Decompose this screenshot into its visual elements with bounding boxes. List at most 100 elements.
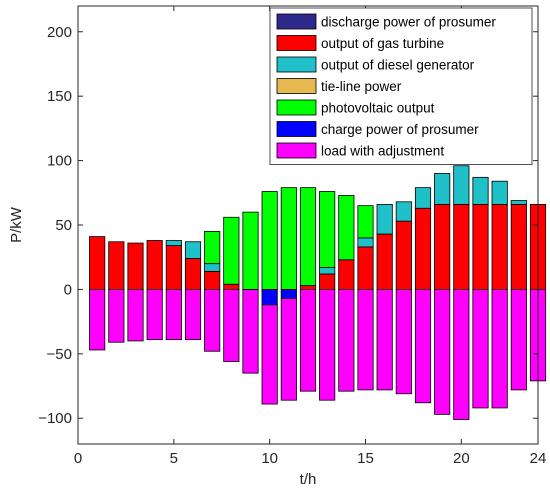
y-axis: −100 −50 0 50 100 150 200 bbox=[38, 24, 538, 427]
legend-label-tie-line-power: tie-line power bbox=[321, 79, 402, 94]
legend-swatch-discharge-power-of-prosumer bbox=[276, 13, 317, 30]
bar-load-with-adjustment-3 bbox=[127, 289, 144, 342]
bar-output-of-gas-turbine-21 bbox=[472, 203, 489, 290]
legend: discharge power of prosumer output of gas… bbox=[269, 7, 533, 165]
bar-output-of-diesel-generator-20 bbox=[453, 165, 470, 205]
legend-swatch-output-of-diesel-generator bbox=[276, 56, 317, 73]
bar-photovoltaic-output-8 bbox=[223, 216, 240, 285]
bar-output-of-diesel-generator-23 bbox=[510, 200, 527, 205]
bar-load-with-adjustment-22 bbox=[491, 289, 508, 409]
legend-label-photovoltaic-output: photovoltaic output bbox=[321, 101, 435, 116]
legend-swatch-photovoltaic-output bbox=[276, 99, 317, 116]
y-tick-label: 50 bbox=[55, 217, 72, 234]
x-tick-label: 20 bbox=[453, 450, 470, 467]
bar-load-with-adjustment-12 bbox=[299, 289, 317, 392]
x-tick-label: 15 bbox=[357, 450, 374, 467]
bar-output-of-diesel-generator-22 bbox=[491, 180, 508, 205]
bar-output-of-gas-turbine-15 bbox=[357, 246, 374, 290]
bar-output-of-gas-turbine-2 bbox=[108, 241, 125, 290]
bar-photovoltaic-output-12 bbox=[299, 187, 317, 286]
bar-load-with-adjustment-6 bbox=[184, 289, 202, 341]
bar-output-of-gas-turbine-23 bbox=[510, 203, 527, 290]
legend-label-output-of-gas-turbine: output of gas turbine bbox=[321, 36, 444, 51]
bar-load-with-adjustment-4 bbox=[146, 289, 163, 341]
bar-output-of-diesel-generator-7 bbox=[204, 263, 221, 272]
bar-load-with-adjustment-19 bbox=[434, 289, 451, 415]
x-tick-label: 24 bbox=[530, 450, 547, 467]
bar-output-of-gas-turbine-19 bbox=[434, 203, 451, 290]
bar-output-of-gas-turbine-8 bbox=[223, 283, 240, 290]
bar-load-with-adjustment-1 bbox=[89, 289, 106, 351]
bar-output-of-diesel-generator-21 bbox=[472, 176, 489, 205]
legend-swatch-tie-line-power bbox=[276, 78, 317, 94]
bar-output-of-diesel-generator-16 bbox=[376, 203, 393, 235]
bar-load-with-adjustment-5 bbox=[165, 289, 182, 341]
bar-load-with-adjustment-10 bbox=[261, 304, 278, 405]
bar-output-of-gas-turbine-7 bbox=[204, 270, 221, 290]
y-tick-label: 0 bbox=[64, 281, 72, 298]
bar-photovoltaic-output-11 bbox=[280, 187, 297, 290]
bar-output-of-diesel-generator-15 bbox=[357, 237, 374, 248]
bar-load-with-adjustment-23 bbox=[510, 289, 527, 391]
x-axis-label: t/h bbox=[300, 471, 317, 488]
legend-label-load-with-adjustment: load with adjustment bbox=[321, 144, 444, 159]
y-tick-label: 150 bbox=[47, 88, 72, 105]
bar-output-of-diesel-generator-5 bbox=[165, 240, 182, 247]
bar-load-with-adjustment-18 bbox=[414, 289, 432, 404]
bar-load-with-adjustment-2 bbox=[108, 289, 125, 343]
x-axis: 0 5 10 15 20 24 bbox=[74, 6, 547, 467]
bar-output-of-gas-turbine-12 bbox=[299, 285, 317, 290]
bar-output-of-gas-turbine-4 bbox=[146, 240, 163, 290]
bar-load-with-adjustment-20 bbox=[453, 289, 470, 420]
bar-output-of-diesel-generator-6 bbox=[184, 241, 202, 259]
bar-output-of-gas-turbine-5 bbox=[165, 245, 182, 290]
bar-output-of-gas-turbine-6 bbox=[184, 258, 202, 290]
bar-output-of-gas-turbine-14 bbox=[338, 259, 355, 290]
bar-load-with-adjustment-9 bbox=[242, 289, 259, 374]
x-tick-label: 10 bbox=[261, 450, 278, 467]
legend-label-output-of-diesel-generator: output of diesel generator bbox=[321, 58, 475, 73]
bar-output-of-gas-turbine-3 bbox=[127, 242, 144, 290]
y-tick-label: 100 bbox=[47, 153, 72, 170]
legend-swatch-charge-power-of-prosumer bbox=[276, 121, 317, 137]
y-axis-label: P/kW bbox=[8, 206, 25, 243]
bar-photovoltaic-output-10 bbox=[261, 191, 278, 290]
bar-output-of-diesel-generator-18 bbox=[414, 187, 432, 209]
series-photovoltaic-output bbox=[204, 187, 374, 290]
bar-load-with-adjustment-11 bbox=[280, 298, 297, 401]
legend-label-discharge-power-of-prosumer: discharge power of prosumer bbox=[321, 15, 496, 30]
bar-charge-power-of-prosumer-10 bbox=[261, 289, 278, 306]
bar-output-of-diesel-generator-17 bbox=[395, 201, 412, 222]
bar-charge-power-of-prosumer-11 bbox=[280, 289, 297, 299]
bar-output-of-gas-turbine-18 bbox=[414, 207, 432, 290]
bar-load-with-adjustment-17 bbox=[395, 289, 412, 395]
bar-output-of-gas-turbine-17 bbox=[395, 220, 412, 290]
series-load-with-adjustment bbox=[89, 289, 547, 420]
x-tick-label: 5 bbox=[170, 450, 178, 467]
bar-output-of-gas-turbine-20 bbox=[453, 203, 470, 290]
bar-photovoltaic-output-14 bbox=[338, 194, 355, 261]
bar-load-with-adjustment-21 bbox=[472, 289, 489, 409]
bar-output-of-gas-turbine-16 bbox=[376, 233, 393, 290]
y-tick-label: 200 bbox=[47, 24, 72, 41]
bar-photovoltaic-output-9 bbox=[242, 211, 259, 290]
series-output-of-diesel-generator bbox=[165, 165, 527, 275]
y-tick-label: −100 bbox=[38, 410, 72, 427]
bar-output-of-diesel-generator-19 bbox=[434, 173, 451, 205]
legend-swatch-load-with-adjustment bbox=[276, 142, 317, 159]
bars-layer bbox=[89, 165, 547, 420]
bar-load-with-adjustment-14 bbox=[338, 289, 355, 392]
bar-load-with-adjustment-13 bbox=[319, 289, 336, 401]
series-output-of-gas-turbine bbox=[89, 203, 547, 290]
bar-output-of-gas-turbine-13 bbox=[319, 273, 336, 290]
y-tick-label: −50 bbox=[47, 346, 72, 363]
bar-photovoltaic-output-7 bbox=[204, 231, 221, 265]
bar-load-with-adjustment-16 bbox=[376, 289, 393, 391]
x-tick-label: 0 bbox=[74, 450, 82, 467]
bar-load-with-adjustment-15 bbox=[357, 289, 374, 391]
bar-photovoltaic-output-15 bbox=[357, 205, 374, 239]
legend-swatch-output-of-gas-turbine bbox=[276, 35, 317, 51]
bar-output-of-gas-turbine-22 bbox=[491, 203, 508, 290]
bar-output-of-gas-turbine-1 bbox=[89, 236, 106, 290]
